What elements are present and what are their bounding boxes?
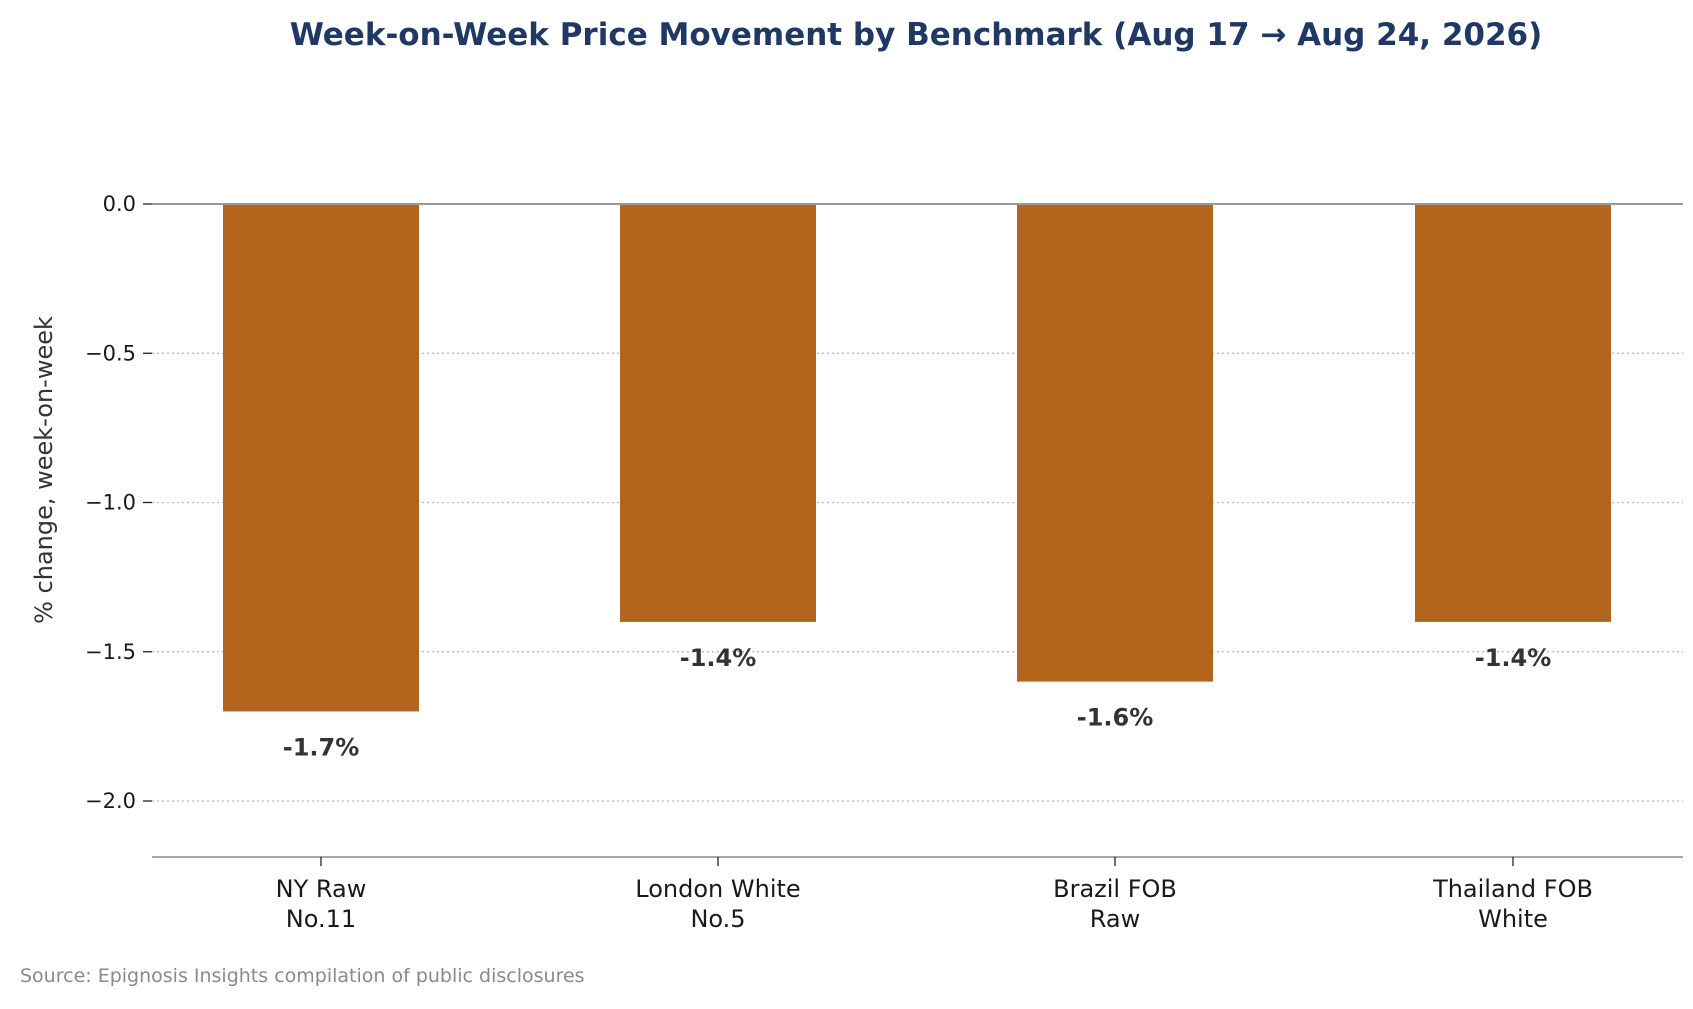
x-tick-label: NY Raw No.11 [276, 875, 367, 933]
labels: 0.0 −0.5 −1.0 −1.5 −2.0 NY Raw No.11 London Whi… [85, 192, 1593, 933]
bars [223, 204, 1611, 712]
data-label: -1.4% [1475, 644, 1552, 672]
y-tick-label: −1.5 [85, 640, 136, 664]
x-tick-label: Brazil FOB Raw [1053, 875, 1177, 933]
data-label: -1.6% [1077, 704, 1154, 732]
x-tick-label-line: White [1478, 905, 1548, 933]
y-tick-label: −0.5 [85, 341, 136, 365]
bar [1415, 204, 1611, 622]
chart-title: Week-on-Week Price Movement by Benchmark… [290, 17, 1543, 53]
x-tick-label-line: NY Raw [276, 875, 367, 903]
x-tick-label: London White No.5 [635, 875, 800, 933]
axes [143, 203, 1683, 866]
y-tick-label: 0.0 [103, 192, 136, 216]
bar [620, 204, 816, 622]
source-note: Source: Epignosis Insights compilation o… [20, 965, 585, 987]
x-tick-label: Thailand FOB White [1432, 875, 1593, 933]
data-label: -1.7% [283, 733, 360, 761]
y-tick-label: −2.0 [85, 789, 136, 813]
data-label: -1.4% [680, 644, 757, 672]
x-tick-label-line: London White [635, 875, 800, 903]
x-tick-label-line: Raw [1090, 905, 1140, 933]
y-tick-label: −1.0 [85, 491, 136, 515]
y-axis-label: % change, week-on-week [30, 316, 58, 624]
x-tick-label-line: No.11 [286, 905, 356, 933]
x-tick-label-line: Brazil FOB [1053, 875, 1177, 903]
x-tick-label-line: Thailand FOB [1432, 875, 1593, 903]
bar [1017, 204, 1213, 682]
bar [223, 204, 419, 712]
x-tick-label-line: No.5 [690, 905, 745, 933]
